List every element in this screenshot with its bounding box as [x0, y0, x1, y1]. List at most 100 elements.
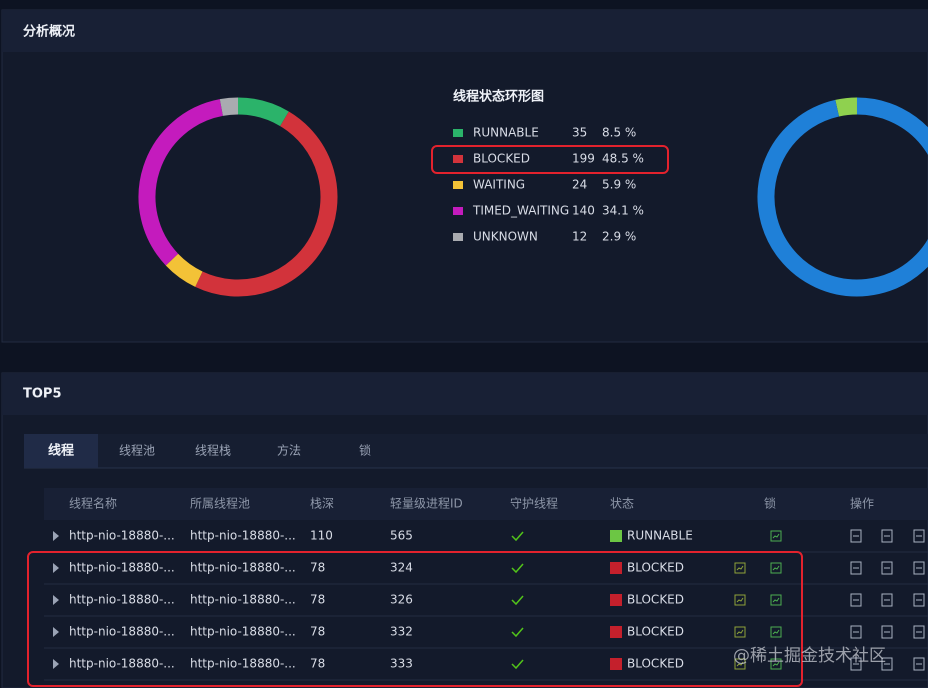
lock-icon [736, 629, 744, 635]
lock-icon [772, 597, 780, 603]
legend-name: UNKNOWN [473, 230, 538, 244]
stack-depth: 78 [310, 593, 325, 607]
action-button[interactable] [881, 625, 893, 639]
top5-title: TOP5 [23, 387, 62, 402]
lock-icon [772, 661, 780, 667]
lwp-id: 326 [390, 593, 413, 607]
action-button[interactable] [850, 625, 862, 639]
lock-icon [770, 594, 782, 606]
legend-swatch [453, 181, 463, 189]
tab[interactable]: 锁 [359, 443, 371, 458]
action-button[interactable] [881, 529, 893, 543]
lwp-id: 565 [390, 529, 413, 543]
lock-icon [736, 565, 744, 571]
action-button[interactable] [913, 625, 925, 639]
active-tab-bg [24, 434, 98, 468]
tab[interactable]: 线程 [48, 443, 74, 459]
donut-segment [757, 97, 928, 297]
donut-segment [835, 97, 858, 117]
tab-bar [24, 434, 928, 468]
lock-icon [770, 530, 782, 542]
legend-name: BLOCKED [473, 152, 530, 166]
lock-icon [770, 658, 782, 670]
status: BLOCKED [627, 561, 684, 575]
stack-depth: 78 [310, 561, 325, 575]
lock-icon [736, 661, 744, 667]
status-dot [610, 530, 622, 542]
donut-segment [219, 97, 239, 116]
tabs: 线程 线程池 线程栈 方法 锁 [24, 434, 371, 468]
column-header: 守护线程 [510, 496, 558, 511]
lock-icon [736, 597, 744, 603]
legend-percent: 48.5 % [602, 152, 644, 166]
action-button[interactable] [850, 529, 862, 543]
status-dot [610, 658, 622, 670]
action-button[interactable] [881, 657, 893, 671]
lock-icon [734, 658, 746, 670]
legend-count: 35 [572, 126, 587, 140]
watermark: @稀土掘金技术社区 [733, 646, 886, 666]
lwp-id: 332 [390, 625, 413, 639]
thread-pool: http-nio-18880-... [190, 625, 296, 639]
expand-arrow[interactable] [53, 627, 59, 637]
legend-swatch [453, 207, 463, 215]
action-button[interactable] [913, 561, 925, 575]
expand-arrow[interactable] [53, 659, 59, 669]
lwp-id: 324 [390, 561, 413, 575]
legend-swatch [453, 155, 463, 163]
column-header: 轻量级进程ID [390, 496, 463, 511]
legend-swatch [453, 129, 463, 137]
lock-icon [772, 629, 780, 635]
daemon-check [511, 531, 524, 542]
column-header: 操作 [850, 496, 874, 511]
legend-count: 12 [572, 230, 587, 244]
donut-segment [138, 99, 224, 266]
stack-depth: 110 [310, 529, 333, 543]
donut-segment [165, 253, 203, 287]
expand-arrow[interactable] [53, 595, 59, 605]
tab[interactable]: 线程池 [119, 443, 155, 458]
legend-count: 140 [572, 204, 595, 218]
action-button[interactable] [850, 561, 862, 575]
tab[interactable]: 线程栈 [195, 443, 231, 458]
thread-name: http-nio-18880-... [69, 561, 175, 575]
column-header: 栈深 [310, 496, 334, 511]
thread-name: http-nio-18880-... [69, 625, 175, 639]
column-header: 锁 [764, 496, 776, 511]
daemon-check [511, 563, 524, 574]
legend-name: TIMED_WAITING [472, 204, 569, 218]
thread-pool: http-nio-18880-... [190, 561, 296, 575]
action-button[interactable] [913, 593, 925, 607]
lock-icon [734, 594, 746, 606]
lock-icon [770, 626, 782, 638]
thread-pool: http-nio-18880-... [190, 529, 296, 543]
legend-count: 199 [572, 152, 595, 166]
action-button[interactable] [850, 657, 862, 671]
status-dot [610, 562, 622, 574]
status-dot [610, 626, 622, 638]
column-header: 所属线程池 [190, 496, 250, 511]
action-button[interactable] [913, 657, 925, 671]
action-button[interactable] [881, 593, 893, 607]
daemon-check [511, 627, 524, 638]
action-button[interactable] [881, 561, 893, 575]
lock-icon [772, 533, 780, 539]
status: BLOCKED [627, 593, 684, 607]
status: BLOCKED [627, 657, 684, 671]
donut-title: 线程状态环形图 [453, 89, 544, 105]
table-header [44, 488, 928, 520]
action-button[interactable] [913, 529, 925, 543]
legend-count: 24 [572, 178, 587, 192]
lock-icon [772, 565, 780, 571]
thread-name: http-nio-18880-... [69, 593, 175, 607]
expand-arrow[interactable] [53, 531, 59, 541]
legend-name: RUNNABLE [473, 126, 539, 140]
thread-pool: http-nio-18880-... [190, 593, 296, 607]
legend-percent: 8.5 % [602, 126, 636, 140]
legend-percent: 5.9 % [602, 178, 636, 192]
legend-name: WAITING [473, 178, 525, 192]
expand-arrow[interactable] [53, 563, 59, 573]
tab[interactable]: 方法 [277, 443, 301, 458]
action-button[interactable] [850, 593, 862, 607]
